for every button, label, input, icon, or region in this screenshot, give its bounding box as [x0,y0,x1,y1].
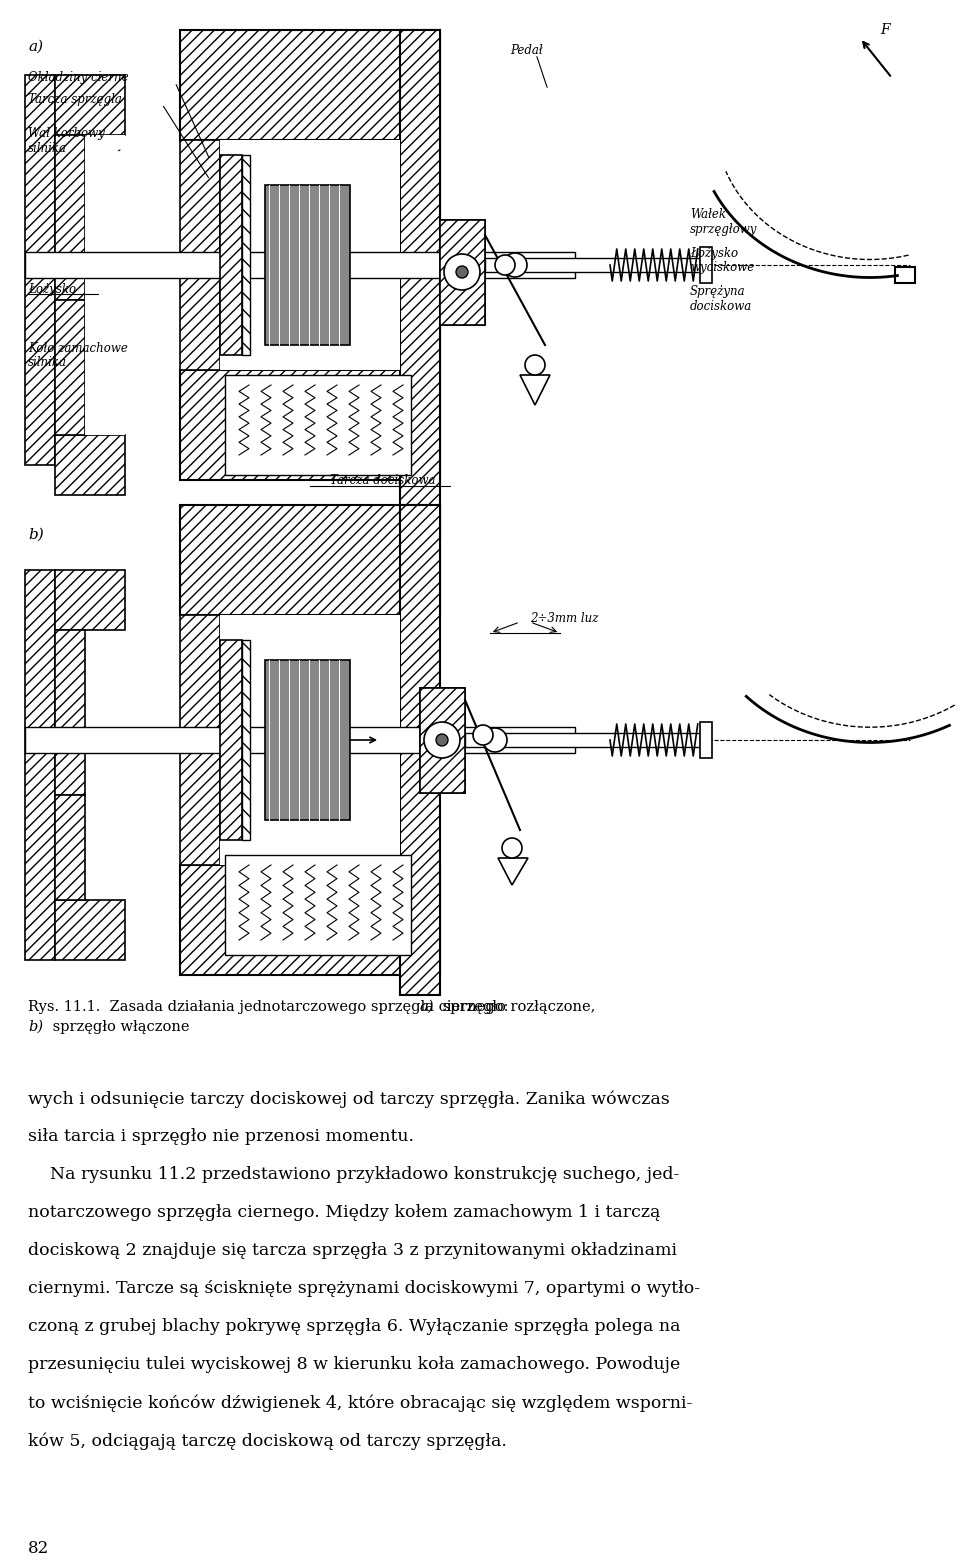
Bar [895,266,915,283]
Text: czoną z grubej blachy pokrywę sprzęgła 6. Wyłączanie sprzęgła polega na: czoną z grubej blachy pokrywę sprzęgła 6… [28,1319,681,1334]
Bar [85,301,125,435]
Bar [420,687,465,792]
Bar [465,733,700,747]
Text: 2÷3mm luz: 2÷3mm luz [530,611,598,625]
Text: sprzęgłowy: sprzęgłowy [690,222,757,235]
Bar [180,615,220,864]
Bar [55,630,85,796]
Bar [55,301,85,435]
Text: siła tarcia i sprzęgło nie przenosi momentu.: siła tarcia i sprzęgło nie przenosi mome… [28,1128,414,1145]
Bar [55,75,125,135]
Bar [25,75,55,465]
Text: dociskową 2 znajduje się tarcza sprzęgła 3 z przynitowanymi okładzinami: dociskową 2 znajduje się tarcza sprzęgła… [28,1242,677,1259]
Circle shape [436,734,448,745]
Bar [180,30,440,139]
Circle shape [503,254,527,277]
Bar [55,570,125,630]
Circle shape [502,838,522,858]
Bar [400,30,440,540]
Text: notarczowego sprzęgła ciernego. Między kołem zamachowym 1 i tarczą: notarczowego sprzęgła ciernego. Między k… [28,1204,660,1221]
Polygon shape [520,374,550,406]
Circle shape [444,254,480,290]
Bar [220,615,400,864]
Text: Tarcza sprzęgła: Tarcza sprzęgła [28,94,122,106]
Bar [242,155,250,355]
Bar [55,135,85,301]
Text: a): a) [420,1001,435,1015]
Text: b): b) [28,1019,43,1034]
Text: Łożysko: Łożysko [28,283,76,296]
Text: silnika: silnika [28,141,67,155]
Text: Okładziny cierne: Okładziny cierne [28,72,129,85]
Bar [225,374,411,474]
Text: F: F [880,23,890,38]
Text: Wałek: Wałek [690,208,726,221]
Text: 82: 82 [28,1539,49,1557]
Bar [220,640,242,839]
Bar [700,722,712,758]
Text: wych i odsunięcie tarczy dociskowej od tarczy sprzęgła. Zanika wówczas: wych i odsunięcie tarczy dociskowej od t… [28,1090,670,1107]
Text: Łożysko: Łożysko [690,246,738,260]
Text: silnika: silnika [28,355,67,368]
Bar [242,640,250,839]
Text: przesunięciu tulei wyciskowej 8 w kierunku koła zamachowego. Powoduje: przesunięciu tulei wyciskowej 8 w kierun… [28,1356,681,1373]
Bar [25,727,575,753]
Bar [225,855,411,955]
Circle shape [483,728,507,752]
Text: Wał korbowy: Wał korbowy [28,127,105,141]
Text: Pedał: Pedał [510,44,542,56]
Bar [700,247,712,283]
Bar [440,219,485,326]
Bar [400,139,440,370]
Bar [25,252,575,279]
Bar [220,155,242,355]
Bar [220,139,400,370]
Text: Tarcza dociskowa: Tarcza dociskowa [330,473,436,487]
Circle shape [456,266,468,279]
Text: ków 5, odciągają tarczę dociskową od tarczy sprzęgła.: ków 5, odciągają tarczę dociskową od tar… [28,1431,507,1450]
Text: Na rysunku 11.2 przedstawiono przykładowo konstrukcję suchego, jed-: Na rysunku 11.2 przedstawiono przykładow… [28,1167,680,1182]
Bar [265,659,350,821]
Text: dociskowa: dociskowa [690,299,753,313]
Text: b): b) [28,528,44,542]
Text: wyciskowe: wyciskowe [690,260,755,274]
Text: a): a) [28,41,43,53]
Bar [180,139,220,370]
Circle shape [424,722,460,758]
Text: Sprężyna: Sprężyna [690,285,746,299]
Bar [265,185,350,345]
Bar [180,370,440,481]
Bar [485,258,700,272]
Bar [55,435,125,495]
Bar [180,864,440,976]
Circle shape [525,355,545,374]
Bar [400,504,440,994]
Bar [440,219,485,326]
Bar [55,900,125,960]
Text: sprzęgło włączone: sprzęgło włączone [48,1019,189,1034]
Text: Rys. 11.1.  Zasada działania jednotarczowego sprzęgła ciernego:: Rys. 11.1. Zasada działania jednotarczow… [28,1001,514,1015]
Bar [55,796,85,900]
Circle shape [495,255,515,276]
Text: sprzęgło rozłączone,: sprzęgło rozłączone, [438,1001,595,1015]
Bar [180,504,440,615]
Text: ciernymi. Tarcze są ścisknięte sprężynami dociskowymi 7, opartymi o wytło-: ciernymi. Tarcze są ścisknięte sprężynam… [28,1279,700,1297]
Bar [420,687,465,792]
Circle shape [473,725,493,745]
Bar [85,135,125,301]
Polygon shape [498,858,528,885]
Text: to wciśnięcie końców dźwigienek 4, które obracając się względem wsporni-: to wciśnięcie końców dźwigienek 4, które… [28,1394,692,1411]
Bar [25,570,55,960]
Text: Koło zamachowe: Koło zamachowe [28,341,128,354]
